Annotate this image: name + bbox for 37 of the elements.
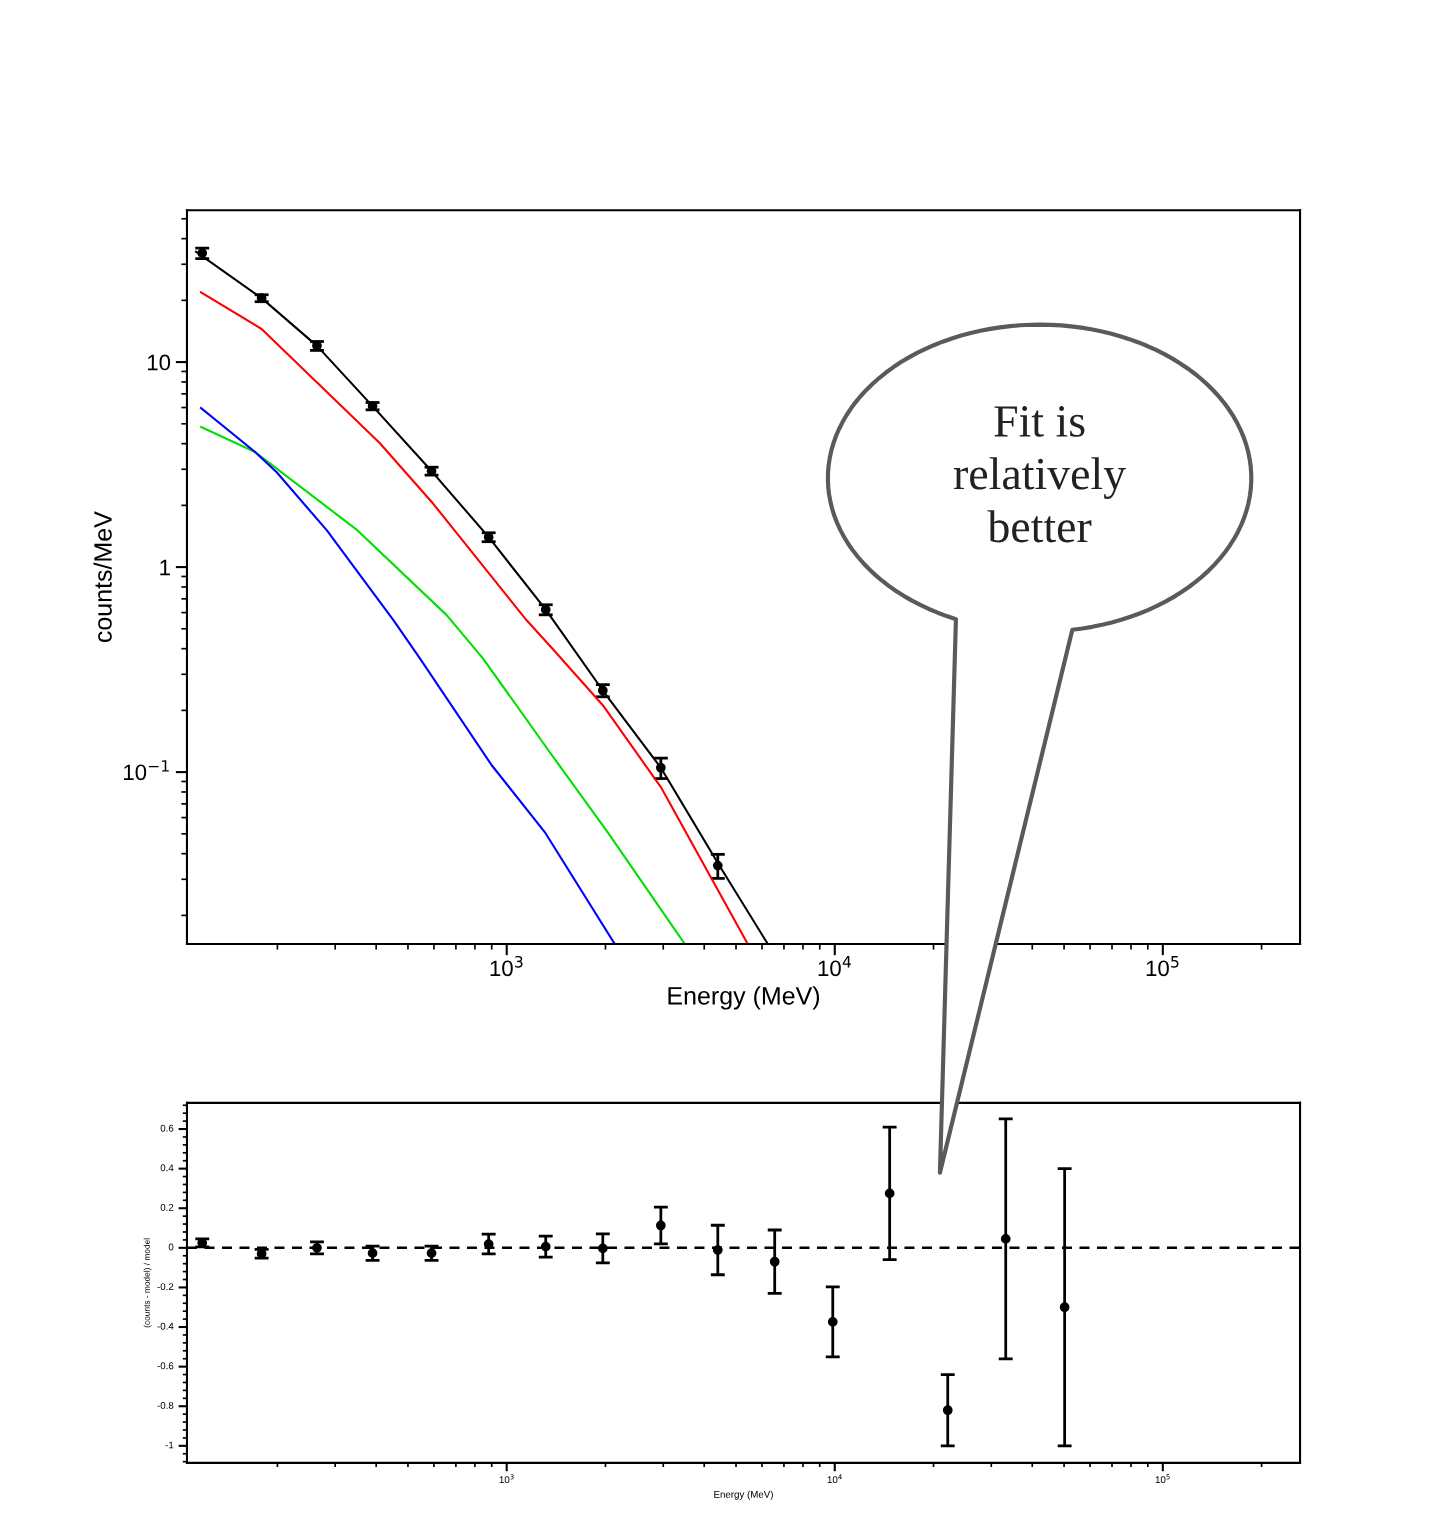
- x-axis-title: Energy (MeV): [714, 1490, 773, 1500]
- y-tick-label: 10: [147, 354, 171, 371]
- point: [769, 1256, 780, 1267]
- y-tick-label: -0.4: [157, 1322, 174, 1330]
- point: [1000, 1234, 1011, 1244]
- point: [540, 1241, 551, 1252]
- point: [426, 1248, 437, 1259]
- x-tick-label: 10$^{5}$: [1146, 956, 1179, 977]
- y-axis-title: counts/MeV: [93, 511, 112, 643]
- x-tick-label: 10$^{4}$: [827, 1474, 842, 1484]
- point: [712, 1245, 723, 1255]
- point: [712, 860, 723, 871]
- y-tick-label: -0.6: [157, 1362, 174, 1370]
- y-tick-label: 0: [168, 1243, 174, 1251]
- y-tick-label: 0.2: [160, 1203, 174, 1211]
- point: [655, 762, 666, 773]
- x-tick-label: 10$^{3}$: [499, 1474, 514, 1484]
- y-tick-label: 10$^{−1}$: [124, 760, 169, 781]
- y-tick-label: -1: [165, 1441, 174, 1449]
- y-tick-label: 0.4: [160, 1164, 174, 1172]
- point: [367, 1248, 378, 1259]
- y-tick-label: -0.8: [157, 1401, 174, 1409]
- y-tick-label: 0.6: [160, 1124, 174, 1132]
- x-tick-label: 10$^{4}$: [818, 956, 851, 977]
- annotation: Fit is relatively better: [953, 406, 1126, 543]
- point: [597, 1243, 608, 1254]
- point: [655, 1220, 666, 1231]
- y-axis-title: (counts - model) / model: [143, 1238, 152, 1328]
- point: [942, 1405, 953, 1416]
- point: [884, 1188, 895, 1199]
- y-tick-label: 1: [160, 559, 170, 576]
- x-tick-label: 10$^{5}$: [1155, 1474, 1170, 1484]
- x-tick-label: 10$^{3}$: [490, 955, 523, 977]
- y-tick-label: -0.2: [157, 1283, 174, 1291]
- point: [827, 1317, 838, 1327]
- point: [597, 685, 608, 696]
- x-axis-title: Energy (MeV): [668, 986, 820, 1010]
